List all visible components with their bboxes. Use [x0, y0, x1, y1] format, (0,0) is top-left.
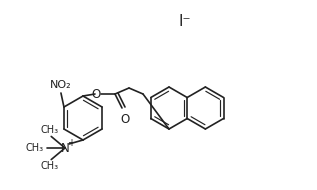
Text: CH₃: CH₃ — [26, 143, 44, 153]
Text: I⁻: I⁻ — [179, 14, 191, 29]
Text: N: N — [61, 142, 69, 154]
Text: NO₂: NO₂ — [50, 80, 72, 90]
Text: O: O — [91, 88, 100, 101]
Text: +: + — [67, 138, 75, 148]
Text: CH₃: CH₃ — [40, 161, 58, 171]
Text: CH₃: CH₃ — [40, 125, 58, 135]
Text: O: O — [120, 113, 130, 126]
